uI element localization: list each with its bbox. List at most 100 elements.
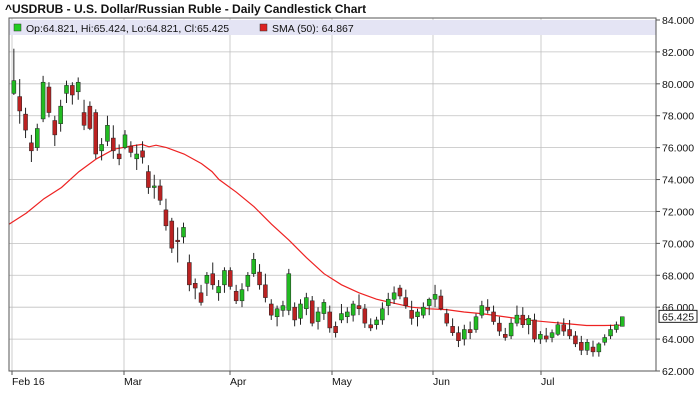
- y-tick-label: 84.000: [662, 15, 694, 27]
- candle-body: [134, 153, 139, 160]
- candle-body: [187, 262, 192, 286]
- candle-body: [549, 332, 555, 338]
- candle: [514, 305, 520, 327]
- candle-body: [614, 324, 619, 330]
- candle-body: [251, 259, 256, 274]
- candle: [503, 327, 508, 341]
- x-tick-label: Jun: [433, 376, 450, 388]
- candle-body: [122, 134, 128, 148]
- candle: [70, 82, 75, 105]
- candle: [93, 109, 98, 159]
- y-tick-label: 78.000: [662, 111, 694, 123]
- candle-body: [380, 308, 385, 321]
- candle: [538, 331, 543, 344]
- candle: [409, 300, 414, 325]
- grid-lines: [9, 18, 656, 371]
- candle: [573, 331, 578, 348]
- candle-body: [169, 220, 175, 249]
- sma-50-line: [8, 143, 622, 327]
- legend: Op:64.821, Hi:65.424, Lo:64.821, Cl:65.4…: [13, 23, 354, 35]
- candle-body: [368, 324, 373, 329]
- candle-body: [462, 329, 467, 340]
- candle-body: [397, 287, 403, 297]
- candle: [426, 297, 432, 316]
- candle: [333, 321, 338, 338]
- candle: [46, 82, 52, 118]
- candle: [298, 299, 303, 325]
- candle-body: [491, 311, 496, 322]
- x-tick-label: May: [332, 376, 353, 388]
- candle: [579, 335, 584, 356]
- last-price-label: 65.425: [662, 311, 694, 323]
- candle: [81, 99, 87, 131]
- candle: [608, 324, 613, 340]
- candle: [239, 283, 245, 308]
- candle: [134, 144, 139, 170]
- candle: [52, 115, 58, 147]
- candle-body: [228, 270, 233, 287]
- candle-body: [473, 316, 479, 330]
- candle-body: [163, 209, 169, 227]
- candle: [543, 327, 549, 343]
- candle: [386, 292, 391, 316]
- candle: [251, 252, 256, 277]
- candle-body: [602, 337, 607, 343]
- candle-body: [23, 113, 28, 131]
- y-tick-label: 82.000: [662, 47, 694, 59]
- candle-body: [157, 185, 163, 201]
- candle: [315, 307, 321, 330]
- candle-body: [29, 142, 34, 152]
- candle-body: [391, 292, 397, 300]
- candle: [567, 319, 572, 340]
- candle: [23, 107, 28, 139]
- candle-body: [327, 311, 332, 329]
- candle-body: [532, 319, 537, 340]
- candle: [380, 302, 385, 325]
- candle-body: [269, 303, 274, 316]
- candle: [304, 292, 309, 316]
- candle: [602, 334, 607, 346]
- candle: [228, 267, 233, 290]
- candle-body: [315, 311, 321, 322]
- candle: [40, 75, 46, 123]
- x-tick-label: Apr: [230, 376, 247, 388]
- candle: [467, 321, 473, 340]
- candle: [163, 198, 169, 231]
- chart-title: ^USDRUB - U.S. Dollar/Russian Ruble - Da…: [5, 2, 367, 16]
- candle-body: [573, 335, 578, 345]
- candle: [29, 134, 34, 162]
- candle: [269, 299, 274, 320]
- candle: [620, 316, 625, 327]
- candle-body: [140, 150, 145, 158]
- candle: [233, 284, 239, 304]
- legend-sma-swatch: [259, 23, 268, 32]
- y-tick-label: 74.000: [662, 175, 694, 187]
- candle-body: [596, 343, 602, 353]
- candle-body: [421, 306, 426, 316]
- candle: [11, 48, 17, 95]
- candle-body: [309, 300, 315, 324]
- candle: [450, 318, 455, 336]
- candle: [479, 300, 485, 319]
- candle: [116, 144, 122, 166]
- candle: [274, 305, 280, 327]
- candle: [35, 123, 40, 151]
- candle-body: [403, 297, 409, 306]
- candle: [128, 141, 134, 158]
- candle: [169, 217, 175, 253]
- candle-body: [339, 313, 344, 321]
- candle: [432, 284, 438, 308]
- candle: [87, 101, 93, 131]
- candle-body: [128, 145, 134, 153]
- candle-body: [561, 324, 566, 332]
- legend-ohlc-swatch: [13, 23, 22, 32]
- candle: [444, 308, 449, 327]
- candle-body: [555, 324, 561, 335]
- candle-body: [87, 105, 93, 129]
- candle-body: [46, 86, 52, 113]
- candle-body: [35, 128, 40, 148]
- candle: [105, 115, 110, 147]
- candle: [438, 289, 444, 311]
- candle-body: [514, 314, 520, 324]
- candle: [485, 299, 490, 314]
